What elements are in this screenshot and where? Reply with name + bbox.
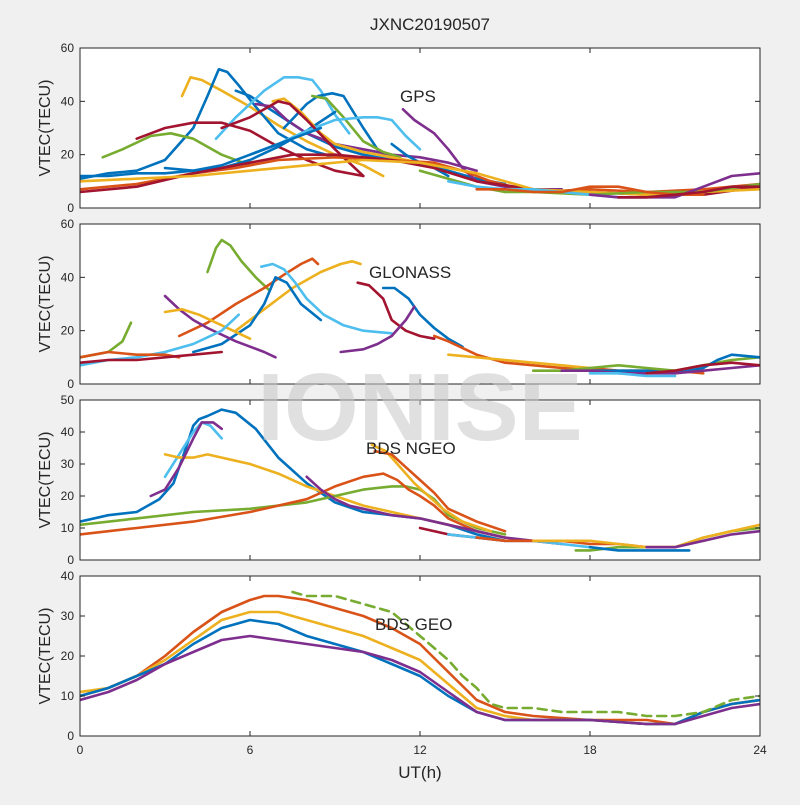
x-tick-label: 24 [753,743,767,757]
subplot-2: 0 10 20 30 40 50 VTEC(TECU) BDS NGEO [37,393,761,567]
x-tick-label: 6 [247,743,254,757]
series-line [80,634,760,726]
series-group [80,68,760,199]
plot-area [80,576,760,736]
series-group [80,238,760,378]
series-line [282,92,379,151]
series-line [80,472,507,539]
x-tick-label: 12 [413,743,427,757]
series-line [588,545,691,552]
x-tick-label: 18 [583,743,597,757]
y-tick-label: 30 [61,457,75,471]
series-line [339,305,416,354]
y-tick-label: 0 [67,377,74,391]
y-tick-label: 0 [67,729,74,743]
subplot-1: 0 20 40 60 VTEC(TECU) GLONASS [37,217,761,391]
series-line [588,371,677,378]
series-line [206,238,272,293]
plot-area [80,48,760,208]
series-line [80,68,337,180]
series-line [220,100,365,178]
series-line [101,132,252,167]
series-line [80,485,507,536]
y-tick-label: 20 [61,649,75,663]
y-axis-label: VTEC(TECU) [37,256,54,353]
y-tick-label: 40 [61,569,75,583]
series-line [135,121,365,178]
series-line [259,262,394,335]
series-line [80,594,760,726]
y-tick-label: 10 [61,521,75,535]
series-line [310,94,402,159]
series-line [588,353,760,375]
y-tick-label: 30 [61,609,75,623]
series-line [475,185,705,196]
series-line [234,259,362,333]
y-axis-label: VTEC(TECU) [37,432,54,529]
series-line [305,475,535,543]
y-tick-label: 40 [61,425,75,439]
y-tick-label: 0 [67,201,74,215]
panel-label: GPS [400,87,436,106]
series-line [149,421,223,498]
series-line [373,449,507,533]
subplot-0: 0 20 40 60 VTEC(TECU) GPS [37,41,761,215]
y-axis-label: VTEC(TECU) [37,608,54,705]
plot-area [80,224,760,384]
y-tick-label: 40 [61,94,75,108]
subplot-3: 0 6 12 18 24 0 10 20 30 40 VTEC(TECU) BDS GEO [37,569,767,757]
series-line [381,286,464,349]
panel-label: BDS NGEO [366,439,456,458]
y-tick-label: 60 [61,217,75,231]
y-tick-label: 20 [61,148,75,162]
series-line [616,185,760,199]
series-line [192,275,323,354]
series-line [80,158,760,196]
series-line [214,76,351,140]
series-line [291,590,760,718]
series-line [645,361,760,375]
series-line [80,126,323,178]
series-line [446,353,592,370]
y-tick-label: 20 [61,489,75,503]
figure-title: JXNC20190507 [370,15,490,34]
x-axis-label: UT(h) [398,763,441,782]
series-line [356,281,436,341]
panel-label: BDS GEO [375,615,452,634]
panel-label: GLONASS [369,263,451,282]
series-line [163,307,252,341]
series-group [80,590,760,726]
y-tick-label: 40 [61,270,75,284]
y-axis-label: VTEC(TECU) [37,80,54,177]
watermark-text: IONISE [257,354,582,461]
y-tick-label: 20 [61,324,75,338]
y-tick-label: 50 [61,393,75,407]
series-line [80,350,223,365]
y-tick-label: 0 [67,553,74,567]
y-tick-label: 10 [61,689,75,703]
x-tick-label: 0 [77,743,84,757]
y-tick-label: 60 [61,41,75,55]
series-line [645,529,760,549]
series-group [80,408,760,552]
